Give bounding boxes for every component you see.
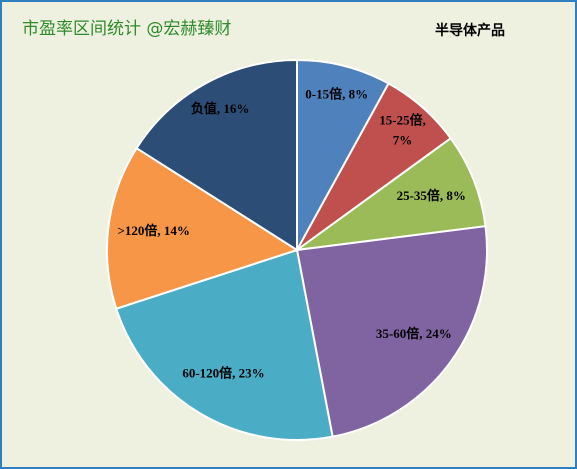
data-label: 0-15倍, 8% bbox=[305, 86, 368, 101]
data-label: 15-25倍, 7% bbox=[379, 112, 426, 147]
data-label: 60-120倍, 23% bbox=[182, 365, 264, 380]
pie-slice bbox=[296, 136, 487, 251]
pie-slice bbox=[106, 146, 300, 310]
pie-slice bbox=[295, 225, 488, 438]
pie-slice bbox=[135, 58, 298, 252]
chart-subtitle: 半导体产品 bbox=[435, 22, 505, 39]
data-label: 25-35倍, 8% bbox=[397, 188, 466, 203]
pie-slice bbox=[115, 248, 334, 441]
data-label: 负值, 16% bbox=[191, 101, 250, 116]
pie-slice bbox=[296, 58, 390, 251]
chart-title: 市盈率区间统计 @宏赫臻财 bbox=[22, 19, 231, 39]
data-label: >120倍, 14% bbox=[118, 223, 190, 238]
data-label: 35-60倍, 24% bbox=[376, 326, 452, 341]
